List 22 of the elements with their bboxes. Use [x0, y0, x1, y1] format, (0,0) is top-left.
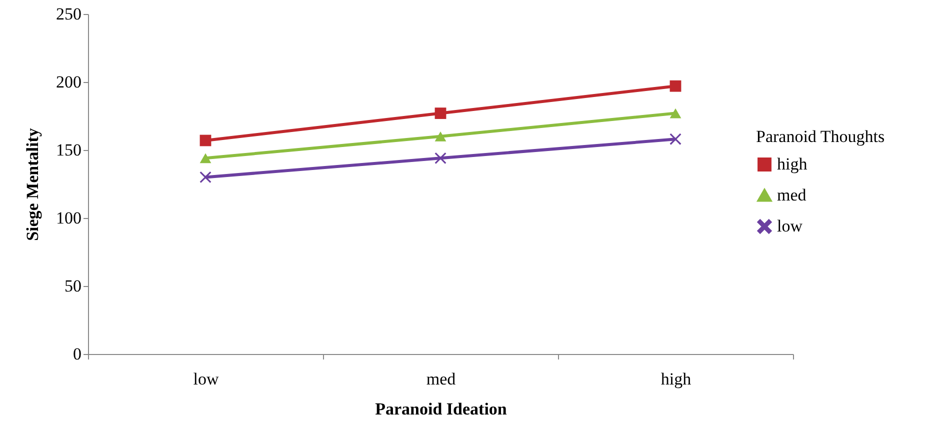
y-tick-label: 50 — [64, 276, 82, 296]
point — [670, 108, 682, 118]
y-axis-title: Siege Mentality — [23, 128, 42, 241]
y-tick-label: 150 — [56, 140, 82, 160]
point — [670, 80, 682, 92]
legend-label: low — [777, 216, 804, 236]
x-tick-label: high — [660, 370, 692, 388]
y-tick-label: 250 — [56, 4, 82, 24]
point — [434, 108, 446, 119]
legend-label: high — [777, 154, 808, 174]
x-tick-label: med — [426, 370, 456, 388]
point — [200, 134, 212, 146]
x-axis-title: Paranoid Ideation — [375, 400, 508, 418]
point — [434, 131, 446, 142]
y-tick-label: 200 — [56, 72, 82, 92]
y-tick-label: 0 — [73, 344, 82, 364]
y-tick-label: 100 — [56, 208, 82, 228]
x-tick-label: low — [193, 370, 220, 388]
legend-title: Paranoid Thoughts — [756, 127, 885, 146]
point — [200, 153, 212, 164]
legend-label: med — [777, 186, 807, 204]
point — [670, 133, 682, 145]
